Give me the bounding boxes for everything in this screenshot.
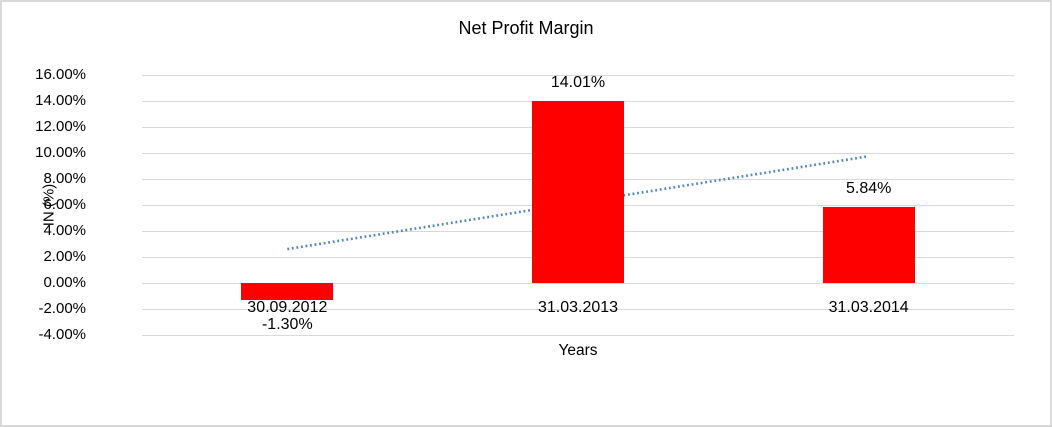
y-tick-label: 6.00%	[43, 196, 86, 213]
data-label: 5.84%	[845, 180, 892, 198]
y-tick-label: 0.00%	[43, 274, 86, 291]
y-tick-label: 14.00%	[35, 92, 86, 109]
bar-31.03.2014	[822, 207, 915, 283]
y-tick-label: 16.00%	[35, 66, 86, 83]
x-category-label: 31.03.2014	[828, 299, 909, 316]
bar-31.03.2013	[532, 100, 624, 283]
gridline	[142, 309, 1014, 310]
x-axis-title: Years	[558, 342, 598, 359]
y-tick-label: 4.00%	[43, 222, 86, 239]
x-category-label: 31.03.2013	[537, 299, 619, 316]
y-tick-label: 2.00%	[43, 248, 86, 265]
y-tick-label: 12.00%	[35, 118, 86, 135]
chart-title: Net Profit Margin	[458, 18, 594, 38]
gridline	[142, 75, 1014, 76]
gridline	[142, 335, 1014, 336]
bar-30.09.2012	[241, 283, 334, 300]
trendline-dotted	[287, 154, 869, 251]
x-category-label: 30.09.2012	[247, 299, 328, 316]
data-label: -1.30%	[261, 315, 313, 333]
y-tick-label: 8.00%	[43, 170, 86, 187]
y-tick-label: -2.00%	[38, 300, 86, 317]
y-tick-label: 10.00%	[35, 144, 86, 161]
gridline	[142, 283, 1014, 284]
plot-area: 16.00% 14.00% 12.00% 10.00% 8.00% 6.00% 4.00% 2…	[35, 67, 1014, 343]
y-tick-label: -4.00%	[38, 326, 86, 343]
data-label: 14.01%	[550, 73, 606, 91]
